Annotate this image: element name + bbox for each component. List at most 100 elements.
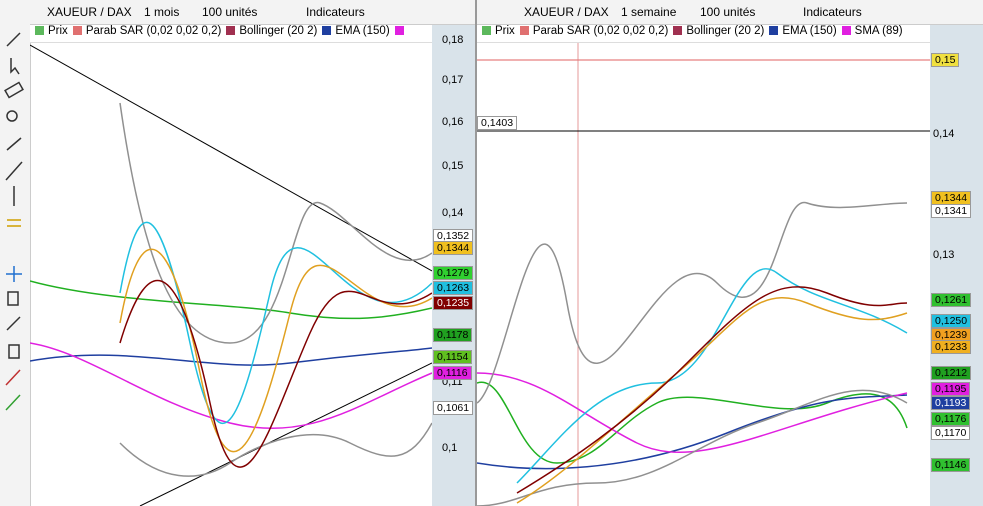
price-tag: 0,1239 [931, 328, 972, 342]
legend-label: EMA (150) [335, 25, 390, 37]
indicator-line [30, 280, 432, 320]
right-toolbar: XAUEUR / DAX 1 semaine 100 unités Indica… [477, 0, 983, 25]
legend-item[interactable]: Prix [35, 25, 68, 37]
delete-tool[interactable] [8, 344, 20, 359]
zoom-tool[interactable] [6, 110, 18, 122]
axis-label: 0,16 [442, 116, 464, 128]
legend-swatch [673, 26, 683, 35]
units-selector[interactable]: 100 unités [700, 5, 756, 19]
price-tag: 0,1154 [433, 350, 473, 364]
legend-item[interactable]: Bollinger (20 2) [673, 25, 764, 37]
legend-label: Parab SAR (0,02 0,02 0,2) [532, 25, 669, 37]
right-chart [477, 43, 930, 506]
axis-label: 0,18 [442, 34, 464, 46]
ema-line [30, 347, 432, 366]
trend-line [30, 44, 432, 272]
indicator-line [119, 221, 432, 424]
price-tag: 0,1193 [931, 396, 971, 410]
price-tag: 0,1061 [433, 401, 474, 415]
legend-swatch [482, 26, 491, 35]
trend-line [139, 362, 432, 506]
ema-line [477, 394, 908, 470]
pointer-tool[interactable] [10, 58, 20, 75]
fibo-tool[interactable] [7, 219, 21, 227]
copy-tool[interactable] [7, 291, 19, 306]
left-chart [30, 44, 432, 506]
price-tag: 0,1235 [433, 296, 474, 310]
legend-item[interactable]: Parab SAR (0,02 0,02 0,2) [519, 25, 669, 37]
price-tag: 0,1233 [931, 340, 972, 354]
indicator-line [516, 286, 908, 494]
tool-sidebar [0, 0, 31, 506]
price-tag: 0,1263 [433, 281, 474, 295]
axis-label: 0,14 [442, 207, 464, 219]
period-selector[interactable]: 1 mois [144, 5, 180, 19]
left-toolbar: XAUEUR / DAX 1 mois 100 unités Indicateu… [30, 0, 475, 25]
crosshair-price-label: 0,1403 [477, 116, 518, 130]
left-legend: Prix Parab SAR (0,02 0,02 0,2) Bollinger (… [30, 25, 432, 43]
price-tag: 0,1146 [931, 458, 971, 472]
right-price-axis: 0,14 0,13 0,15 0,1344 0,1341 0,1261 0,1250 0,12… [930, 25, 983, 506]
symbol-selector[interactable]: XAUEUR / DAX [47, 5, 132, 19]
price-tag: 0,1352 [433, 229, 474, 243]
legend-swatch [72, 26, 82, 35]
axis-label: 0,15 [442, 160, 464, 172]
legend-label: Parab SAR (0,02 0,02 0,2) [85, 25, 222, 37]
legend-label: Prix [48, 25, 68, 37]
price-tag: 0,1212 [931, 366, 972, 380]
price-tag: 0,1341 [931, 204, 972, 218]
alert-tool[interactable] [5, 369, 21, 386]
ruler-tool[interactable] [4, 81, 24, 99]
legend-item[interactable]: Prix [482, 25, 515, 37]
axis-label: 0,14 [933, 128, 955, 140]
price-tag: 0,1195 [931, 382, 971, 396]
units-selector[interactable]: 100 unités [202, 5, 258, 19]
indicators-button[interactable]: Indicateurs [306, 5, 365, 19]
price-tag: 0,1178 [433, 328, 473, 342]
indicator-line [119, 279, 432, 468]
symbol-selector[interactable]: XAUEUR / DAX [524, 5, 609, 19]
panel-divider [475, 0, 477, 506]
left-price-axis: 0,18 0,17 0,16 0,15 0,14 0,11 0,1 0,1352 0,1344 0… [432, 25, 475, 506]
legend-item[interactable]: EMA (150) [322, 25, 390, 37]
legend-item[interactable]: Parab SAR (0,02 0,02 0,2) [72, 25, 222, 37]
legend-swatch [322, 26, 332, 35]
legend-label: Prix [495, 25, 515, 37]
legend-swatch [841, 26, 851, 35]
period-selector[interactable]: 1 semaine [621, 5, 677, 19]
legend-item[interactable]: Bollinger (20 2) [226, 25, 317, 37]
line-tool[interactable] [5, 161, 23, 181]
legend-swatch [519, 26, 529, 35]
price-tag: 0,1250 [931, 314, 972, 328]
move-tool[interactable] [6, 266, 22, 282]
price-tag: 0,1261 [931, 293, 972, 307]
price-tag: 0,1176 [931, 412, 971, 426]
legend-label: EMA (150) [782, 25, 837, 37]
legend-swatch [394, 26, 404, 35]
bollinger-upper [119, 102, 432, 344]
legend-label: Bollinger (20 2) [686, 25, 765, 37]
pen-tool[interactable] [6, 32, 21, 47]
right-legend: Prix Parab SAR (0,02 0,02 0,2) Bollinger (… [477, 25, 930, 43]
legend-item[interactable] [394, 25, 408, 37]
sma-line [30, 342, 432, 430]
sma-line [477, 372, 908, 453]
indicator-line [119, 248, 432, 453]
indicator-line [516, 268, 908, 484]
price-tag: 0,1279 [433, 266, 474, 280]
legend-item[interactable]: EMA (150) [769, 25, 837, 37]
tool-icons [4, 32, 24, 411]
legend-label: Bollinger (20 2) [239, 25, 318, 37]
bollinger-lower [119, 422, 432, 477]
alert-tool-2[interactable] [5, 394, 21, 411]
bollinger-lower [477, 389, 908, 506]
settings-tool[interactable] [6, 316, 21, 331]
legend-label: SMA (89) [854, 25, 903, 37]
indicator-line [516, 297, 908, 504]
legend-item[interactable]: SMA (89) [841, 25, 903, 37]
price-tag: 0,1344 [931, 191, 972, 205]
segment-tool[interactable] [6, 137, 22, 151]
axis-label: 0,13 [933, 249, 955, 261]
indicators-button[interactable]: Indicateurs [803, 5, 862, 19]
axis-label: 0,17 [442, 74, 464, 86]
